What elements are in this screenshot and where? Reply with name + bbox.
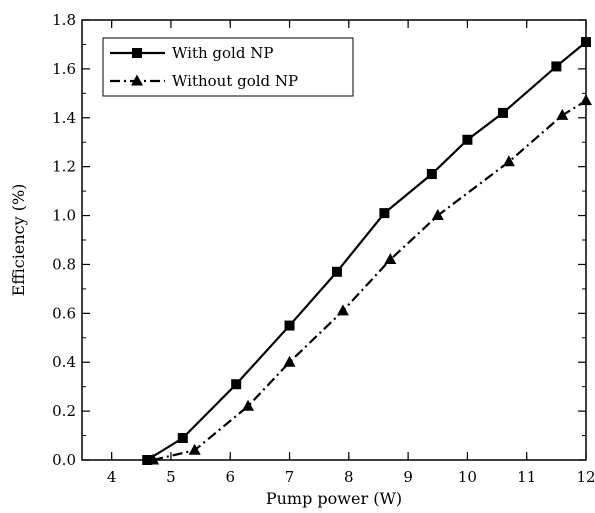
y-tick-label: 1.0 xyxy=(52,207,76,225)
data-point-square xyxy=(551,61,562,72)
y-tick-label: 1.2 xyxy=(52,158,76,176)
series-1 xyxy=(142,37,591,465)
y-tick-label: 0.4 xyxy=(52,353,76,371)
x-tick-label: 6 xyxy=(225,468,235,486)
x-tick-label: 10 xyxy=(458,468,477,486)
x-tick-label: 4 xyxy=(107,468,117,486)
data-point-square xyxy=(379,208,390,219)
legend-marker xyxy=(131,74,143,86)
axis-ticks: 4 5 6 7 8 9 10 11 12 0.0 0.2 0.4 0.6 0.8 1.0 1.2 1.4 1.6 1… xyxy=(52,11,595,486)
legend-label: Without gold NP xyxy=(172,72,298,90)
y-tick-label: 0.0 xyxy=(52,451,76,469)
data-point-triangle xyxy=(431,209,444,221)
data-point-triangle xyxy=(384,253,397,265)
y-axis-label: Efficiency (%) xyxy=(9,184,28,297)
series-line xyxy=(146,41,587,461)
data-point-triangle xyxy=(580,94,592,106)
data-point-triangle xyxy=(242,399,255,411)
data-point-triangle xyxy=(188,443,201,455)
x-axis-label: Pump power (W) xyxy=(266,489,402,508)
series-line xyxy=(152,99,587,462)
data-point-square xyxy=(177,433,188,443)
legend-label: With gold NP xyxy=(172,44,273,62)
x-tick-label: 11 xyxy=(517,468,536,486)
y-tick-label: 0.2 xyxy=(52,402,76,420)
series-layer xyxy=(142,37,592,465)
data-point-square xyxy=(231,379,242,390)
data-point-triangle xyxy=(283,355,296,367)
y-tick-label: 0.6 xyxy=(52,304,76,322)
y-tick-label: 1.6 xyxy=(52,60,76,78)
x-tick-label: 12 xyxy=(576,468,595,486)
data-point-triangle xyxy=(147,453,160,465)
y-tick-label: 1.8 xyxy=(52,11,76,29)
data-point-triangle xyxy=(502,155,515,167)
y-tick-label: 1.4 xyxy=(52,109,76,127)
series-2 xyxy=(147,94,592,465)
data-point-square xyxy=(581,37,591,47)
data-point-square xyxy=(284,320,295,331)
data-point-triangle xyxy=(336,304,349,316)
data-point-square xyxy=(426,169,437,179)
data-point-square xyxy=(497,107,508,118)
x-tick-label: 7 xyxy=(285,468,295,486)
x-tick-label: 5 xyxy=(166,468,176,486)
data-point-square xyxy=(331,266,342,277)
data-point-square xyxy=(142,455,153,465)
data-point-square xyxy=(462,134,473,145)
x-tick-label: 9 xyxy=(403,468,413,486)
legend: With gold NP Without gold NP xyxy=(102,37,354,97)
y-tick-label: 0.8 xyxy=(52,255,76,273)
legend-box xyxy=(102,37,354,97)
data-point-triangle xyxy=(556,108,569,120)
x-tick-label: 8 xyxy=(344,468,354,486)
legend-marker xyxy=(132,48,142,58)
